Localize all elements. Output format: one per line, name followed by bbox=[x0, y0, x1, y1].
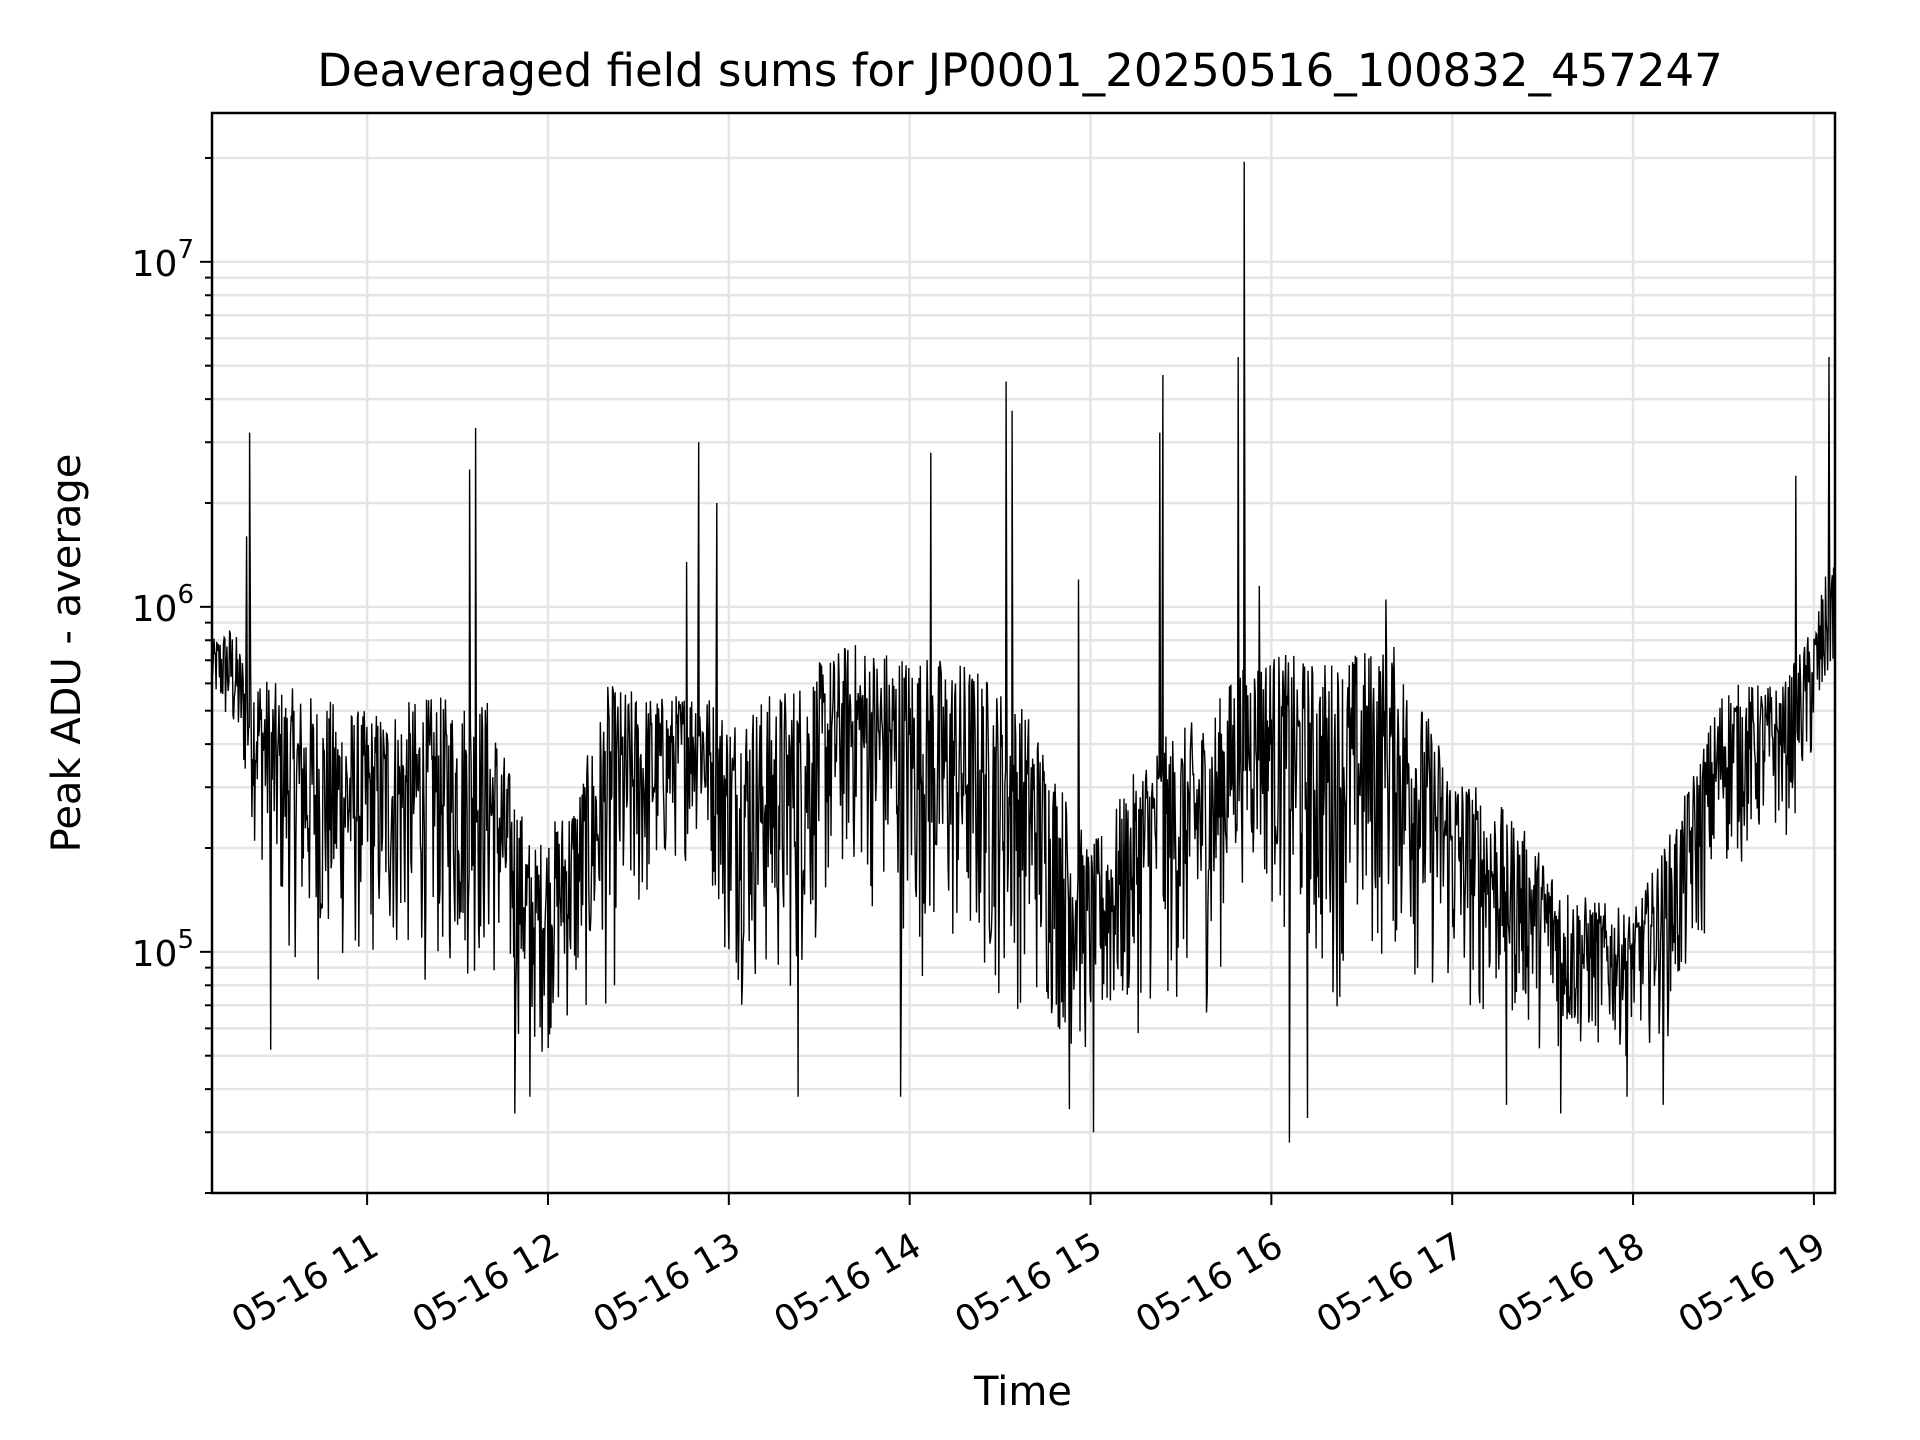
series-path bbox=[211, 161, 1836, 1143]
x-axis-label: Time bbox=[973, 1369, 1072, 1415]
series-line bbox=[211, 161, 1836, 1143]
plot-frame bbox=[210, 111, 1837, 1195]
y-tick-exponent: 6 bbox=[177, 580, 194, 610]
y-tick-base: 10 bbox=[132, 934, 178, 975]
y-axis-label: Peak ADU - average bbox=[44, 454, 90, 853]
chart-title: Deaveraged field sums for JP0001_2025051… bbox=[317, 44, 1723, 97]
y-tick-label: 107 bbox=[132, 235, 194, 285]
y-tick-label: 105 bbox=[132, 925, 194, 975]
y-tick-base: 10 bbox=[132, 244, 178, 285]
y-tick-label: 106 bbox=[132, 580, 194, 630]
y-tick-base: 10 bbox=[132, 589, 178, 630]
y-tick-exponent: 5 bbox=[177, 925, 194, 955]
y-tick-exponent: 7 bbox=[177, 235, 194, 265]
